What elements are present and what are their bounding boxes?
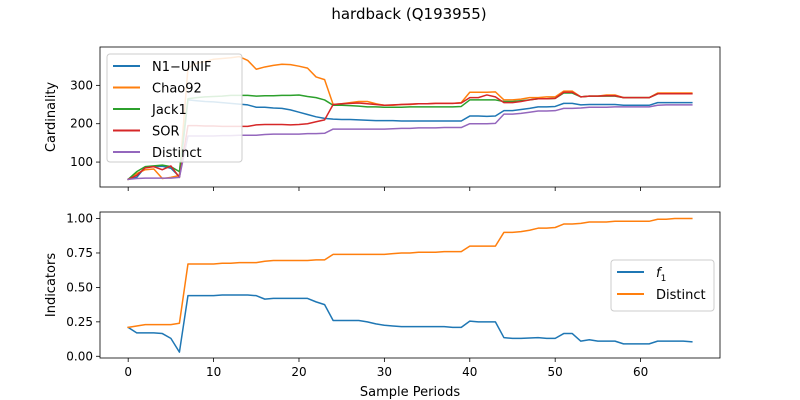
y-tick-label: 1.00 [66,212,93,226]
legend: f1 Distinct [610,259,715,312]
y-tick-label: 300 [70,78,93,92]
legend-label: Distinct [656,288,706,303]
legend-box [106,53,243,163]
figure-title: hardback (Q193955) [331,5,486,23]
legend-label: Chao92 [152,82,202,97]
y-tick-label: 0.50 [66,280,93,294]
x-tick-label: 10 [206,365,221,379]
plot-frame [99,46,721,188]
plot-frame [99,211,721,359]
y-tick-label: 200 [70,117,93,131]
indicators-panel: 0 10 20 30 40 50 60 0.00 0.25 0.50 0.75 1.00 Indicat… [44,211,721,400]
legend-label: N1−UNIF [152,60,211,75]
y-tick-label: 0.25 [66,315,93,329]
series-line-f1 [127,294,693,353]
legend-label: Jack1 [151,103,187,118]
x-tick-label: 30 [377,365,392,379]
legend-label: Distinct [152,146,202,161]
x-tick-label: 50 [548,365,563,379]
y-tick-label: 0.75 [66,246,93,260]
x-tick-label: 0 [124,365,132,379]
legend-box [610,259,715,312]
y-axis-label: Indicators [44,253,59,317]
cardinality-panel: 100 200 300 Cardinality N1−UNIF Chao92 Jack1 SO… [44,46,721,191]
x-tick-label: 40 [462,365,477,379]
y-axis-label: Cardinality [44,82,59,153]
y-tick-label: 100 [70,155,93,169]
x-tick-label: 20 [291,365,306,379]
legend: N1−UNIF Chao92 Jack1 SOR Distinct [106,53,243,163]
series-group [127,217,693,353]
y-tick-label: 0.00 [66,349,93,363]
legend-label: SOR [152,125,180,140]
series-line-distinct [127,217,693,329]
x-axis-label: Sample Periods [360,385,460,400]
legend-label: f1 [656,266,666,284]
x-tick-label: 60 [633,365,648,379]
